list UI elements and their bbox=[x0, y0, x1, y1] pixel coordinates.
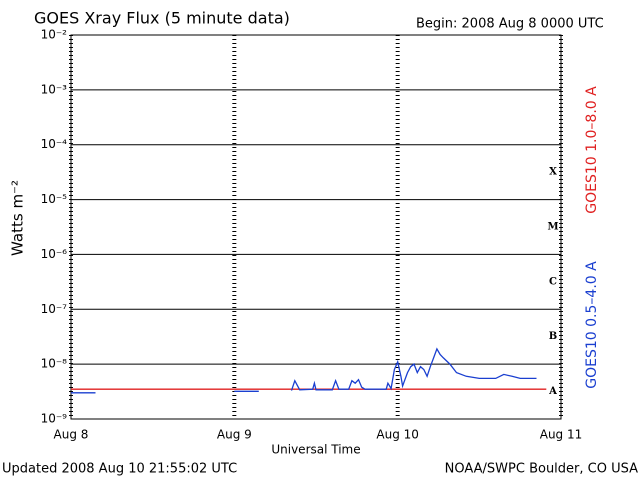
flare-class-label: B bbox=[549, 331, 557, 342]
plot-frame bbox=[70, 34, 562, 420]
y-tick-label: 10⁻⁹ bbox=[41, 412, 68, 426]
x-tick-label: Aug 9 bbox=[217, 428, 252, 442]
chart-subtitle: Begin: 2008 Aug 8 0000 UTC bbox=[416, 17, 604, 32]
flare-class-label: X bbox=[549, 167, 557, 178]
x-tick-label: Aug 10 bbox=[376, 428, 419, 442]
y-tick-label: 10⁻³ bbox=[41, 82, 68, 96]
x-tick-label: Aug 11 bbox=[540, 428, 583, 442]
y-axis-label: Watts m⁻² bbox=[9, 180, 27, 256]
legend-label: GOES10 0.5–4.0 A bbox=[584, 261, 600, 389]
y-tick-label: 10⁻⁸ bbox=[41, 357, 68, 371]
y-tick-label: 10⁻² bbox=[41, 28, 68, 42]
flare-class-label: A bbox=[548, 386, 557, 397]
y-tick-label: 10⁻⁷ bbox=[41, 302, 68, 316]
x-tick-label: Aug 8 bbox=[54, 428, 89, 442]
x-axis-label: Universal Time bbox=[271, 443, 360, 457]
series-line bbox=[71, 347, 537, 394]
footer-left: Updated 2008 Aug 10 21:55:02 UTC bbox=[2, 462, 237, 477]
y-tick-label: 10⁻⁶ bbox=[41, 247, 68, 261]
y-tick-label: 10⁻⁵ bbox=[41, 192, 68, 206]
footer-right: NOAA/SWPC Boulder, CO USA bbox=[445, 462, 638, 477]
flare-class-label: M bbox=[547, 222, 558, 233]
flare-class-label: C bbox=[549, 276, 557, 287]
chart-title: GOES Xray Flux (5 minute data) bbox=[34, 9, 290, 28]
y-tick-label: 10⁻⁴ bbox=[41, 137, 68, 151]
legend-label: GOES10 1.0–8.0 A bbox=[584, 86, 600, 214]
